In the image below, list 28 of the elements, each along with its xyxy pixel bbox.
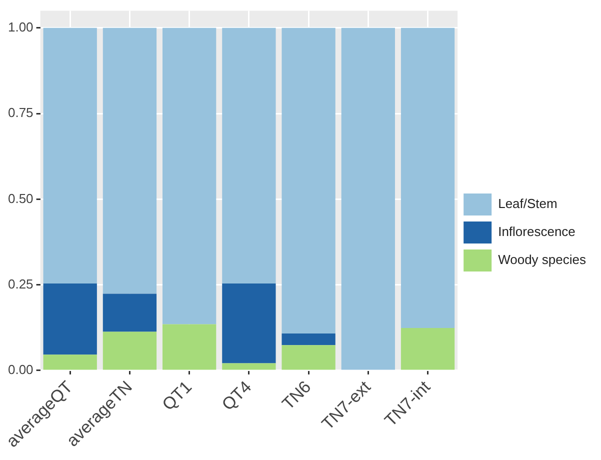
bar	[162, 28, 216, 324]
bar	[43, 28, 97, 284]
legend-label: Woody species	[498, 252, 586, 268]
bar	[282, 333, 336, 346]
x-tick-label: QT1	[158, 377, 196, 414]
bar	[43, 354, 97, 370]
bar	[400, 28, 455, 328]
bar	[222, 283, 276, 364]
bar	[222, 363, 276, 370]
bar	[162, 324, 216, 370]
bar	[102, 28, 157, 294]
bar	[400, 328, 455, 370]
bar	[102, 294, 157, 332]
y-tick-label: 1.00	[8, 20, 34, 35]
legend-label: Leaf/Stem	[498, 196, 558, 212]
y-tick-label: 0.75	[8, 105, 34, 120]
legend-label: Inflorescence	[498, 224, 576, 240]
x-tick-label: QT4	[218, 377, 256, 414]
bar	[102, 332, 157, 370]
x-tick-label: TN6	[278, 377, 315, 414]
bar	[282, 345, 336, 370]
bar	[43, 283, 97, 355]
bar	[282, 28, 336, 334]
y-tick-label: 0.25	[8, 276, 34, 292]
bar	[341, 28, 395, 370]
y-tick-label: 0.00	[8, 362, 34, 378]
bar	[222, 28, 276, 284]
y-tick-label: 0.50	[8, 190, 34, 206]
